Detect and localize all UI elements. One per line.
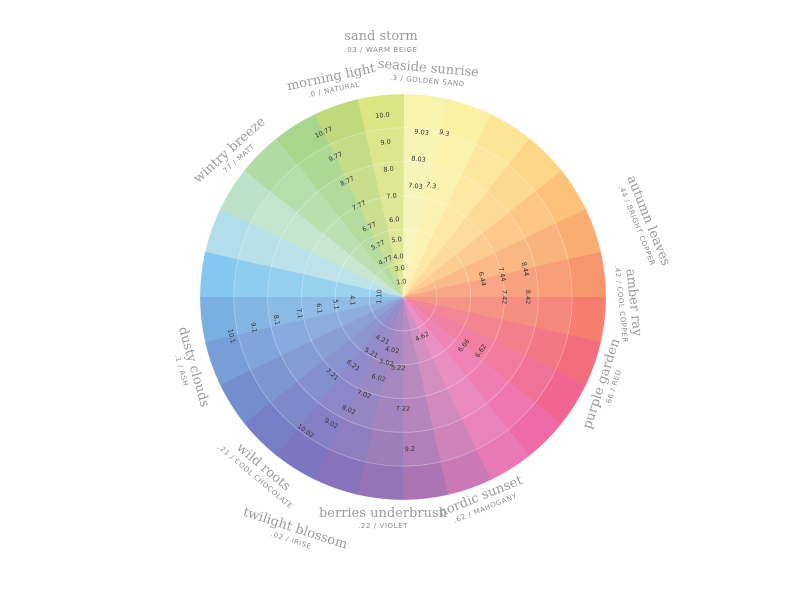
- wheel-segment: [220, 169, 403, 297]
- wheel-segment: [403, 170, 587, 297]
- wheel-segment: [356, 297, 403, 500]
- wedge-value-label: 9.03: [414, 128, 429, 138]
- label-amber-ray: amber ray .42 / COOL COPPER: [613, 265, 645, 344]
- wheel-segment: [275, 297, 403, 480]
- wheel-segment: [276, 113, 403, 297]
- ring-separators: [199, 93, 607, 501]
- wedge-value-label: 7.3: [425, 180, 437, 190]
- wheel-segment: [243, 297, 403, 456]
- wedge-value-label: 4.02: [384, 345, 400, 356]
- outer-label-name: amber ray: [622, 268, 644, 338]
- wheel-wedges: [200, 94, 606, 500]
- wheel-segment: [403, 138, 563, 297]
- wedge-value-label: 6.0: [389, 215, 400, 224]
- wheel-segment: [403, 99, 493, 297]
- wheel-segment: [200, 295, 403, 343]
- wheel-segment: [357, 94, 405, 298]
- wedge-value-label: 7.1: [295, 308, 305, 319]
- ring-band: [267, 161, 539, 433]
- ring-band: [301, 195, 505, 399]
- ring-band: [368, 262, 438, 332]
- wedge-value-label: 7.0: [386, 192, 397, 201]
- wheel-segment: [204, 297, 403, 386]
- wedge-value-label: 9.2: [404, 445, 415, 453]
- wheel-segment: [403, 114, 531, 297]
- wedge-value-label: 4.0: [393, 252, 404, 261]
- wedge-value-label: 6.44: [477, 271, 488, 287]
- wheel-segment: [313, 297, 403, 495]
- wheel-segment: [403, 297, 601, 387]
- wedge-value-label: 9.3: [438, 128, 450, 138]
- wedge-value-label: 7.44: [496, 266, 507, 282]
- wedge-value-label: 9.1: [249, 322, 259, 334]
- wedge-value-label: 4.1: [348, 295, 357, 306]
- wedge-value-label: 5.0: [391, 235, 402, 244]
- wheel-segment: [403, 297, 530, 481]
- wedge-value-label: 5.22: [391, 363, 406, 372]
- wedge-value-label: 1.10: [375, 289, 383, 304]
- wheel-segment: [403, 208, 602, 297]
- outer-label-sub: .03 / WARM BEIGE: [344, 46, 417, 54]
- wheel-segment: [403, 297, 492, 496]
- wedge-value-label: 10.0: [375, 111, 390, 121]
- label-autumn-leaves: autumn leaves .44 / BRIGHT COPPER: [617, 173, 673, 268]
- wheel-segment: [403, 297, 586, 425]
- wedge-value-label: 8.42: [524, 290, 532, 304]
- label-seaside-sunrise: seaside sunrise .3 / GOLDEN SAND: [377, 57, 479, 89]
- wedge-value-label: 10.1: [226, 328, 237, 344]
- wheel-segment: [403, 297, 562, 457]
- wedge-value-label: 1.0: [396, 277, 407, 286]
- label-morning-light: morning light .0 / NATURAL: [286, 61, 378, 99]
- wheel-segment: [314, 98, 403, 297]
- label-berries-underbrush: berries underbrush .22 / VIOLET: [319, 506, 448, 530]
- ring-band: [233, 127, 573, 467]
- outer-label-sub: .22 / VIOLET: [358, 522, 408, 530]
- wheel-segment: [219, 297, 403, 424]
- wheel-segment: [403, 251, 606, 299]
- wheel-segment: [401, 297, 449, 500]
- wedge-value-label: 7.03: [408, 181, 423, 191]
- wedge-value-label: 7.22: [396, 405, 410, 413]
- outer-label-name: berries underbrush: [319, 506, 448, 521]
- wedge-value-label: 6.1: [315, 303, 324, 314]
- wedge-value-label: 8.0: [383, 165, 394, 174]
- wedge-value-label: 7.42: [501, 290, 509, 304]
- label-sand-storm: sand storm .03 / WARM BEIGE: [344, 29, 418, 54]
- wedge-value-label: 6.02: [371, 372, 387, 384]
- wheel-segment: [200, 250, 403, 297]
- wedge-value-label: 3.0: [394, 264, 405, 273]
- wheel-segment: [403, 94, 450, 297]
- wedge-value-label: 8.1: [272, 314, 282, 326]
- wedge-value-label: 9.0: [380, 138, 391, 147]
- wedge-value-label: 8.03: [411, 154, 426, 164]
- ring-band: [334, 228, 472, 366]
- ring-band: [199, 93, 607, 501]
- wheel-segment: [205, 207, 403, 297]
- outer-label-name: sand storm: [344, 29, 418, 44]
- wedge-value-label: 5.1: [331, 299, 340, 310]
- wedge-value-label: 5.02: [379, 357, 395, 368]
- wheel-segment: [244, 137, 403, 297]
- wheel-segment: [403, 297, 606, 344]
- wedge-value-label: 8.44: [519, 261, 530, 277]
